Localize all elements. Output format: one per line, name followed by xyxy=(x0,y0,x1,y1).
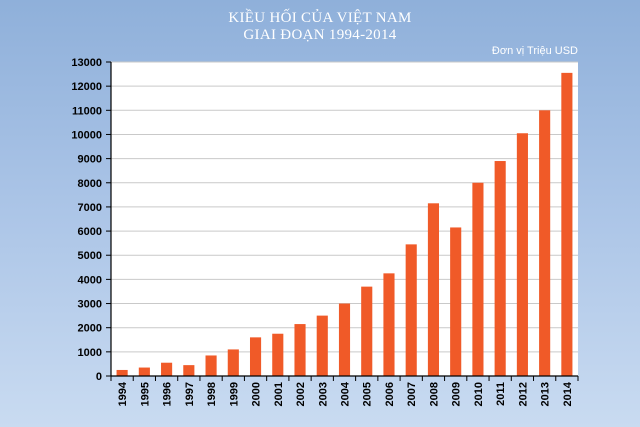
x-tick-label: 2014 xyxy=(562,381,574,406)
bar-2004 xyxy=(338,303,351,376)
y-tick-label: 9000 xyxy=(78,154,102,166)
y-tick-label: 6000 xyxy=(78,226,102,238)
bar-2009 xyxy=(450,227,462,376)
x-tick-label: 2008 xyxy=(428,382,440,406)
x-tick-label: 2011 xyxy=(495,382,507,406)
y-tick-label: 12000 xyxy=(71,81,102,93)
bar-2008 xyxy=(427,203,440,376)
y-tick-label: 3000 xyxy=(78,299,102,311)
bar-2000 xyxy=(249,337,262,376)
bar-1994 xyxy=(116,369,128,376)
bar-2001 xyxy=(272,333,284,376)
bar-1997 xyxy=(183,365,195,376)
bar-2003 xyxy=(316,315,328,376)
bar-2014 xyxy=(561,72,573,376)
bar-2013 xyxy=(539,110,551,377)
x-tick-label: 2001 xyxy=(273,382,285,406)
unit-label: Đơn vị Triệu USD xyxy=(491,45,578,57)
x-tick-label: 2000 xyxy=(251,382,263,406)
chart-title-line-2: GIAI ĐOẠN 1994-2014 xyxy=(243,27,397,43)
x-tick-label: 1996 xyxy=(162,382,174,406)
x-tick-label: 1995 xyxy=(139,382,151,406)
chart-title-line-1: KIỀU HỐI CỦA VIỆT NAM xyxy=(228,10,412,26)
y-tick-label: 7000 xyxy=(78,202,102,214)
x-tick-label: 1994 xyxy=(117,381,129,406)
x-tick-label: 2003 xyxy=(317,382,329,406)
y-tick-label: 10000 xyxy=(71,129,102,141)
x-tick-label: 1997 xyxy=(184,382,196,406)
x-tick-label: 1998 xyxy=(206,382,218,406)
y-tick-label: 8000 xyxy=(78,178,102,190)
x-tick-label: 1999 xyxy=(228,382,240,406)
y-tick-label: 2000 xyxy=(78,323,102,335)
bar-1996 xyxy=(161,362,173,376)
y-tick-label: 11000 xyxy=(72,105,102,117)
x-tick-label: 2013 xyxy=(540,382,552,406)
bar-2007 xyxy=(405,244,417,376)
y-tick-label: 0 xyxy=(96,371,102,383)
y-tick-label: 4000 xyxy=(78,274,102,286)
x-tick-label: 2010 xyxy=(473,382,485,406)
bar-2005 xyxy=(361,286,373,376)
bar-2006 xyxy=(383,273,395,376)
bar-1998 xyxy=(205,355,217,376)
bar-1999 xyxy=(227,349,239,376)
bar-1995 xyxy=(138,367,150,376)
y-tick-label: 13000 xyxy=(71,57,102,69)
x-tick-label: 2006 xyxy=(384,382,396,406)
x-tick-label: 2012 xyxy=(517,382,529,406)
x-tick-label: 2007 xyxy=(406,382,418,406)
y-tick-label: 5000 xyxy=(78,250,102,262)
x-tick-label: 2009 xyxy=(451,382,463,406)
y-tick-label: 1000 xyxy=(78,347,102,359)
x-tick-label: 2005 xyxy=(362,382,374,406)
bar-2002 xyxy=(294,324,306,376)
x-tick-label: 2004 xyxy=(340,381,352,406)
bar-2010 xyxy=(472,182,484,376)
bar-2012 xyxy=(516,133,528,376)
x-tick-label: 2002 xyxy=(295,382,307,406)
bar-2011 xyxy=(494,161,506,376)
